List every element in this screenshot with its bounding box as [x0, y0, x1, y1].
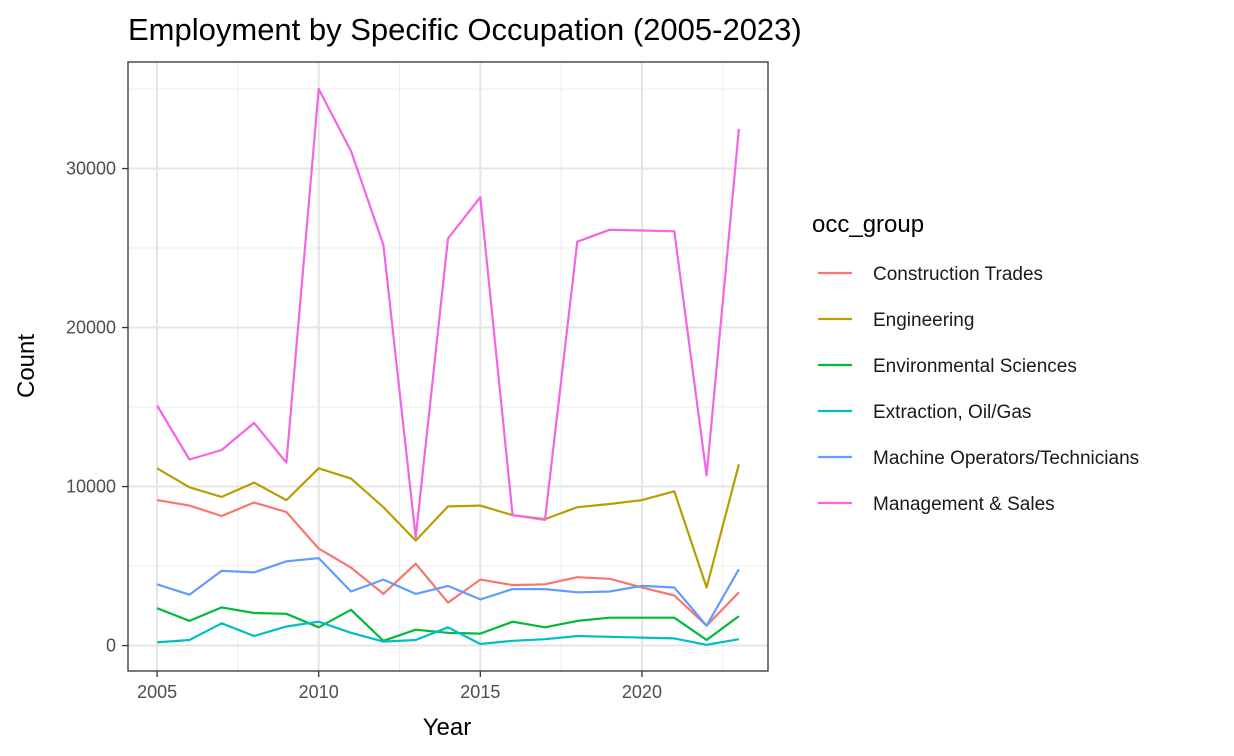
legend-label: Engineering [873, 310, 974, 331]
x-tick-label: 2005 [137, 682, 177, 702]
legend: occ_group Construction Trades Engineering… [812, 211, 1139, 515]
grid-minor [128, 62, 768, 671]
x-tick-label: 2010 [299, 682, 339, 702]
legend-label: Machine Operators/Technicians [873, 448, 1139, 469]
plot-background [128, 62, 768, 671]
legend-items: Construction Trades Engineering Environmen… [818, 264, 1139, 515]
series-line [156, 556, 740, 627]
legend-label: Management & Sales [873, 494, 1055, 515]
x-axis-title: Year [423, 714, 472, 741]
legend-label: Environmental Sciences [873, 356, 1077, 377]
series-line [156, 464, 740, 589]
series-line [156, 87, 740, 539]
legend-label: Construction Trades [873, 264, 1043, 285]
y-tick-label: 0 [106, 636, 116, 656]
series-line [156, 606, 740, 642]
series-line [156, 499, 740, 627]
y-tick-label: 20000 [66, 318, 116, 338]
legend-label: Extraction, Oil/Gas [873, 402, 1031, 423]
chart-title: Employment by Specific Occupation (2005-… [128, 12, 802, 47]
y-tick-label: 30000 [66, 159, 116, 179]
legend-title: occ_group [812, 211, 924, 238]
series-lines [156, 87, 740, 646]
y-axis-title: Count [13, 334, 40, 398]
y-axis-ticks: 0 10000 20000 30000 [66, 159, 128, 656]
grid-major [128, 62, 768, 671]
plot-frame [127, 61, 769, 672]
plot-border [127, 61, 769, 672]
x-tick-label: 2020 [622, 682, 662, 702]
x-tick-label: 2015 [460, 682, 500, 702]
series-line [157, 620, 740, 646]
plot-panel [128, 62, 768, 671]
y-tick-label: 10000 [66, 477, 116, 497]
x-axis-ticks: 2005 2010 2015 2020 [137, 671, 662, 702]
